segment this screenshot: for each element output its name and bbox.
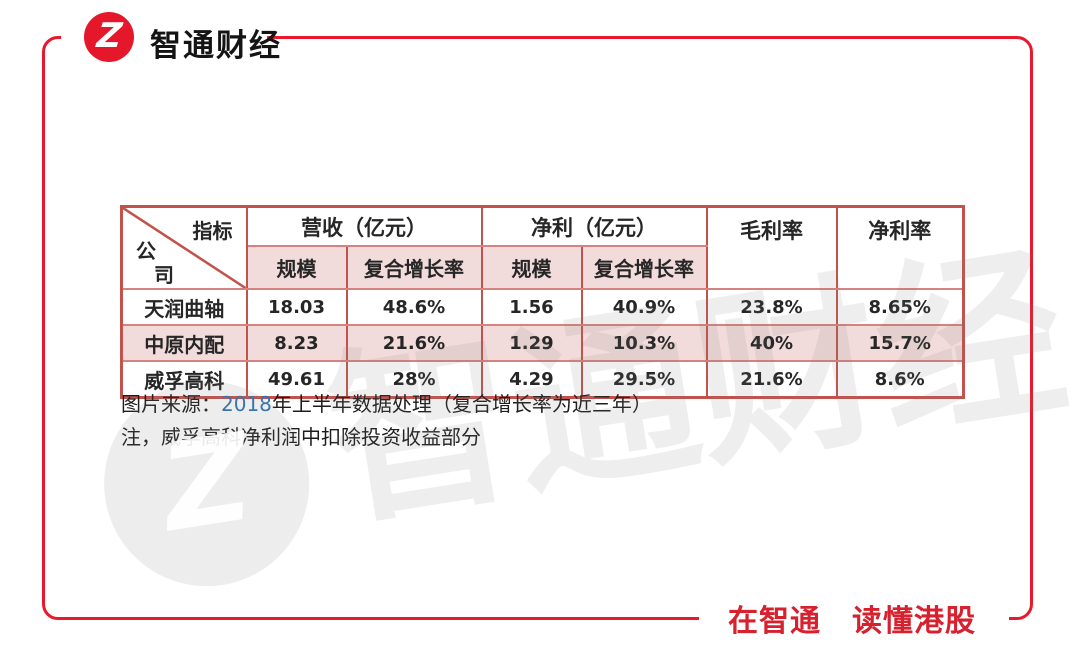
header-netprofit-cagr: 复合增长率 (580, 245, 708, 290)
table-row: 天润曲轴 18.03 48.6% 1.56 40.9% 23.8% 8.65% (120, 288, 965, 326)
cell-value: 18.03 (245, 288, 348, 326)
corner-company-char-1: 公 (136, 239, 156, 263)
cell-value: 8.6% (835, 360, 965, 399)
company-comparison-table: 指标 公 司 营收（亿元） 净利（亿元） 毛利率 净利率 规模 复合增长率 规模… (120, 205, 965, 399)
cell-value: 48.6% (345, 288, 483, 326)
footnotes: 图片来源：2018年上半年数据处理（复合增长率为近三年） 注，威孚高科净利润中扣… (121, 388, 652, 454)
company-name: 中原内配 (120, 324, 248, 362)
source-line: 图片来源：2018年上半年数据处理（复合增长率为近三年） (121, 388, 652, 421)
header-revenue-group: 营收（亿元） (245, 205, 483, 247)
cell-value: 21.6% (705, 360, 838, 399)
frame-gap-bottom (699, 612, 1009, 626)
cell-value: 1.29 (480, 324, 583, 362)
cell-value: 28% (345, 360, 483, 399)
cell-value: 40% (705, 324, 838, 362)
logo-z-icon: Z (94, 16, 124, 56)
header-netprofit-scale: 规模 (480, 245, 583, 290)
corner-company-char-2: 司 (154, 263, 174, 287)
source-year: 2018 (221, 392, 272, 416)
diagonal-divider (123, 208, 245, 288)
cell-value: 23.8% (705, 288, 838, 326)
header-revenue-cagr: 复合增长率 (345, 245, 483, 290)
cell-value: 4.29 (480, 360, 583, 399)
cell-value: 8.23 (245, 324, 348, 362)
cell-value: 1.56 (480, 288, 583, 326)
company-name: 天润曲轴 (120, 288, 248, 326)
cell-value: 40.9% (580, 288, 708, 326)
note-line: 注，威孚高科净利润中扣除投资收益部分 (121, 425, 481, 449)
cell-value: 15.7% (835, 324, 965, 362)
header-revenue-scale: 规模 (245, 245, 348, 290)
cell-value: 8.65% (835, 288, 965, 326)
decorative-frame (42, 36, 1033, 620)
brand-slogan: 在智通 读懂港股 (728, 604, 976, 639)
header-net-margin: 净利率 (835, 205, 965, 290)
header-netprofit-group: 净利（亿元） (480, 205, 708, 247)
corner-header-cell: 指标 公 司 (120, 205, 248, 290)
company-name: 威孚高科 (120, 360, 248, 399)
header-gross-margin: 毛利率 (705, 205, 838, 290)
cell-value: 21.6% (345, 324, 483, 362)
source-suffix: 年上半年数据处理（复合增长率为近三年） (271, 392, 652, 416)
source-prefix: 图片来源： (121, 392, 221, 416)
table-row: 威孚高科 49.61 28% 4.29 29.5% 21.6% 8.6% (120, 360, 965, 399)
zhitong-logo: Z (84, 12, 134, 62)
brand-name: 智通财经 (150, 28, 282, 64)
corner-indicator-label: 指标 (192, 219, 233, 243)
cell-value: 10.3% (580, 324, 708, 362)
table-row: 中原内配 8.23 21.6% 1.29 10.3% 40% 15.7% (120, 324, 965, 362)
cell-value: 29.5% (580, 360, 708, 399)
cell-value: 49.61 (245, 360, 348, 399)
